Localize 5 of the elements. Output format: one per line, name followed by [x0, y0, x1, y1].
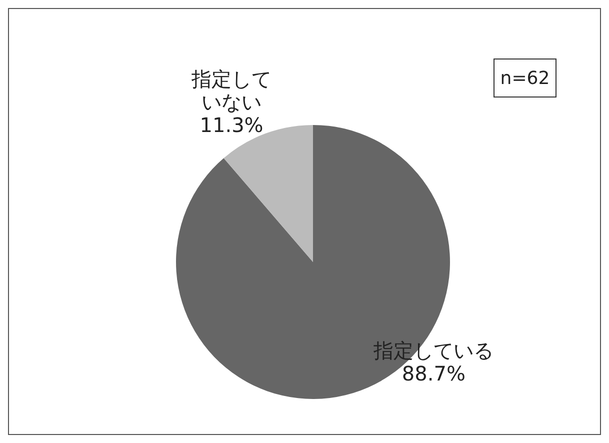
slice-label: 指定している: [372, 338, 494, 362]
text: n=62: [500, 68, 550, 89]
data-label: 88.7%: [402, 361, 466, 386]
slice-label: 指定していない: [190, 67, 272, 114]
data-label: 11.3%: [200, 113, 264, 138]
